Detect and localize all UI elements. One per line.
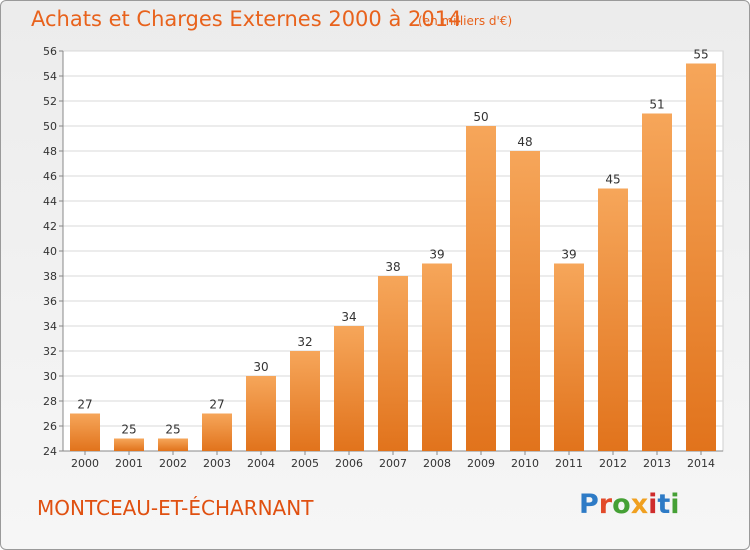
y-tick-label: 36 [43, 295, 57, 308]
chart-subtitle: (en milliers d'€) [418, 14, 513, 28]
x-tick-label: 2008 [423, 457, 451, 470]
y-tick-label: 48 [43, 145, 57, 158]
y-tick-label: 54 [43, 70, 57, 83]
logo-letter: i [648, 489, 658, 520]
data-label: 34 [341, 310, 356, 324]
logo-text: Proxiti [579, 489, 680, 520]
x-tick-label: 2013 [643, 457, 671, 470]
logo-letter: i [670, 489, 680, 520]
x-tick-label: 2011 [555, 457, 583, 470]
data-label: 55 [693, 48, 708, 62]
bar [598, 188, 628, 451]
data-label: 51 [649, 98, 664, 112]
y-tick-label: 24 [43, 445, 57, 458]
data-label: 27 [77, 398, 92, 412]
x-tick-label: 2010 [511, 457, 539, 470]
data-label: 45 [605, 173, 620, 187]
chart-title: Achats et Charges Externes 2000 à 2014 [31, 7, 462, 31]
bar [158, 438, 188, 451]
data-label: 30 [253, 360, 268, 374]
x-tick-label: 2003 [203, 457, 231, 470]
x-tick-label: 2004 [247, 457, 275, 470]
logo-letter: r [598, 489, 613, 520]
x-tick-label: 2012 [599, 457, 627, 470]
bar [466, 126, 496, 451]
y-tick-label: 52 [43, 95, 57, 108]
x-tick-label: 2001 [115, 457, 143, 470]
bar [70, 413, 100, 451]
x-tick-label: 2000 [71, 457, 99, 470]
x-tick-label: 2007 [379, 457, 407, 470]
x-tick-label: 2006 [335, 457, 363, 470]
logo-letter: x [630, 489, 649, 520]
bar [246, 376, 276, 451]
y-tick-label: 26 [43, 420, 57, 433]
y-tick-label: 46 [43, 170, 57, 183]
y-tick-label: 28 [43, 395, 57, 408]
data-label: 25 [121, 423, 136, 437]
bar [686, 63, 716, 451]
logo-letter: P [579, 489, 599, 520]
x-tick-label: 2009 [467, 457, 495, 470]
data-label: 39 [429, 248, 444, 262]
data-label: 50 [473, 110, 488, 124]
x-tick-label: 2002 [159, 457, 187, 470]
bar [334, 326, 364, 451]
commune-name: MONTCEAU-ET-ÉCHARNANT [37, 496, 314, 520]
bar [422, 263, 452, 451]
bar [202, 413, 232, 451]
y-tick-label: 50 [43, 120, 57, 133]
y-tick-label: 34 [43, 320, 57, 333]
proxiti-logo: Proxiti [579, 489, 699, 523]
y-tick-label: 30 [43, 370, 57, 383]
data-label: 32 [297, 335, 312, 349]
bar [642, 113, 672, 451]
bar [290, 351, 320, 451]
x-tick-label: 2005 [291, 457, 319, 470]
data-label: 39 [561, 248, 576, 262]
data-label: 48 [517, 135, 532, 149]
y-tick-label: 32 [43, 345, 57, 358]
bar [554, 263, 584, 451]
bar [510, 151, 540, 451]
y-tick-label: 38 [43, 270, 57, 283]
logo-letter: t [657, 489, 671, 520]
x-tick-label: 2014 [687, 457, 715, 470]
data-label: 27 [209, 398, 224, 412]
y-tick-label: 44 [43, 195, 57, 208]
data-label: 25 [165, 423, 180, 437]
bar [378, 276, 408, 451]
y-tick-label: 56 [43, 45, 57, 58]
y-tick-label: 40 [43, 245, 57, 258]
bar [114, 438, 144, 451]
y-tick-label: 42 [43, 220, 57, 233]
data-label: 38 [385, 260, 400, 274]
logo-letter: o [612, 489, 631, 520]
